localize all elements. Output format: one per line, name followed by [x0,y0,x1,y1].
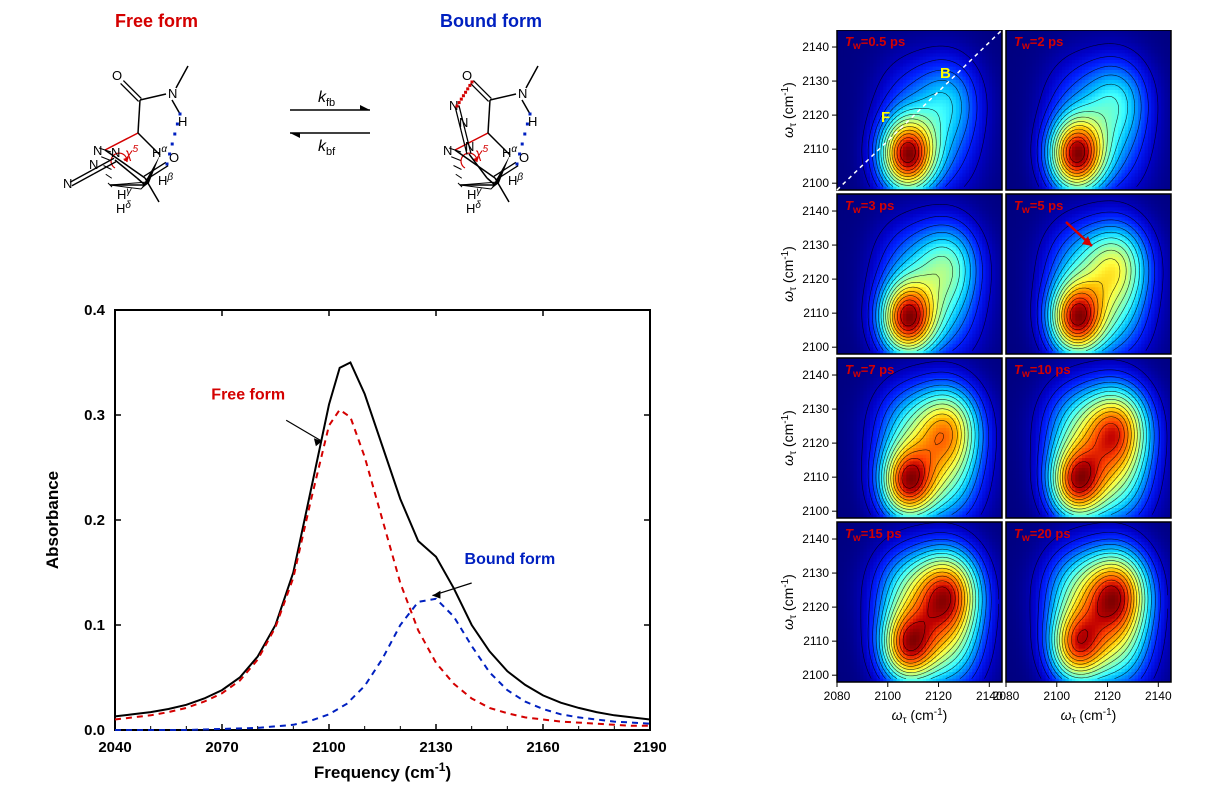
reaction-schematic: Free formBound formkfbkbfχ5NNNONHONHαHβH… [20,5,660,255]
xtick-label: 2160 [526,739,559,756]
panel-xlabel: ωτ (cm-1) [892,707,948,726]
xtick-label: 2100 [874,689,901,703]
F-marker: F [881,109,890,126]
ytick-label: 0.1 [84,617,105,634]
panel-xlabel: ωτ (cm-1) [1061,707,1117,726]
svg-text:N: N [465,139,474,154]
xtick-label: 2040 [98,739,131,756]
free-form-title: Free form [115,11,198,31]
ytick-label: 2130 [802,74,829,88]
ytick-label: 2140 [802,368,829,382]
xtick-label: 2100 [312,739,345,756]
ytick-label: 0.4 [84,302,106,319]
ytick-label: 0.2 [84,512,105,529]
svg-text:H: H [178,114,187,129]
ytick-label: 2120 [802,436,829,450]
ytick-label: 2120 [802,108,829,122]
xtick-label: 2100 [1043,689,1070,703]
svg-text:Hβ: Hβ [508,172,523,188]
xtick-label: 2140 [1145,689,1172,703]
panel-ylabel: ωτ (cm-1) [780,82,799,138]
xtick-label: 2080 [824,689,851,703]
panel-ylabel: ωτ (cm-1) [780,410,799,466]
svg-text:N: N [89,157,98,172]
ytick-label: 2110 [803,470,829,484]
ytick-label: 0.3 [84,407,105,424]
ytick-label: 2110 [803,142,829,156]
bound-legend: Bound form [465,551,556,568]
xtick-label: 2120 [1094,689,1121,703]
svg-text:Hδ: Hδ [466,200,481,216]
xtick-label: 2190 [633,739,666,756]
ytick-label: 2130 [802,566,829,580]
heatmap-panel: Tw=0.5 psFB21002110212021302140ωτ (cm-1) [780,30,1003,191]
heatmap-panel: Tw=7 ps21002110212021302140ωτ (cm-1) [780,358,1003,519]
2dir-heatmap-grid: Tw=0.5 psFB21002110212021302140ωτ (cm-1)… [775,30,1220,790]
svg-text:O: O [519,150,529,165]
svg-text:O: O [112,68,122,83]
ylabel: Absorbance [43,471,62,569]
ytick-label: 2140 [802,204,829,218]
ytick-label: 0.0 [84,722,105,739]
xtick-label: 2070 [205,739,238,756]
B-marker: B [940,65,951,82]
heatmap-panel: Tw=3 ps21002110212021302140ωτ (cm-1) [780,194,1003,355]
svg-text:H: H [528,114,537,129]
total-curve [115,363,650,720]
svg-text:N: N [93,143,102,158]
svg-text:N: N [168,86,177,101]
heatmap-panel: Tw=10 ps [1006,358,1172,519]
ytick-label: 2100 [802,504,829,518]
svg-text:N: N [518,86,527,101]
xtick-label: 2120 [925,689,952,703]
svg-text:Hβ: Hβ [158,172,173,188]
svg-text:kbf: kbf [318,138,336,158]
ytick-label: 2120 [802,272,829,286]
ytick-label: 2130 [802,238,829,252]
heatmap-panel: Tw=15 ps21002110212021302140ωτ (cm-1)208… [780,522,1003,726]
svg-text:N: N [63,176,72,191]
ytick-label: 2100 [802,668,829,682]
ytick-label: 2100 [802,176,829,190]
ir-spectrum-chart: 2040 2070 2100 2130 2160 2190 0.0 0.1 0.2 0.3 0.4 A… [30,290,670,790]
free-legend: Free form [211,386,285,403]
svg-text:N: N [443,143,452,158]
free-curve [115,410,650,726]
heatmap-panel: Tw=5 ps [1006,194,1172,355]
ytick-label: 2130 [802,402,829,416]
bound-form-title: Bound form [440,11,542,31]
bound-curve [115,599,650,730]
panel-ylabel: ωτ (cm-1) [780,246,799,302]
svg-text:O: O [169,150,179,165]
heatmap-panel: Tw=20 ps2080210021202140ωτ (cm-1) [993,522,1172,726]
ytick-label: 2110 [803,634,829,648]
svg-text:Hα: Hα [152,144,167,160]
ytick-label: 2140 [802,40,829,54]
ytick-label: 2110 [803,306,829,320]
xtick-label: 2080 [993,689,1020,703]
svg-text:Hδ: Hδ [116,200,131,216]
xlabel: Frequency (cm-1) [314,760,451,782]
ytick-label: 2140 [802,532,829,546]
svg-text:kfb: kfb [318,89,335,109]
ytick-label: 2120 [802,600,829,614]
panel-ylabel: ωτ (cm-1) [780,574,799,630]
svg-text:Hα: Hα [502,144,517,160]
svg-text:N: N [459,115,468,130]
ytick-label: 2100 [802,340,829,354]
heatmap-panel: Tw=2 ps [1006,30,1172,191]
xtick-label: 2130 [419,739,452,756]
